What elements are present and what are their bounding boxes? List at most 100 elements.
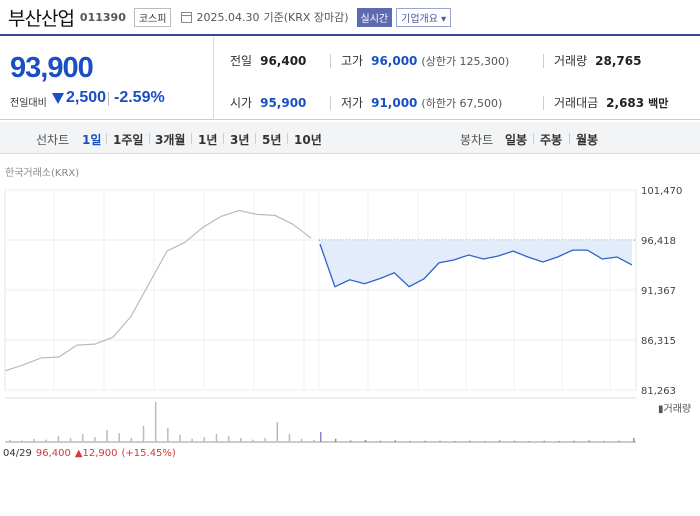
period-1w-tab[interactable]: 1주일	[113, 133, 144, 147]
divider	[330, 54, 331, 68]
stat-value: 95,900	[260, 96, 307, 110]
stat-label: 거래량	[554, 54, 588, 68]
volume-bar	[69, 438, 72, 442]
volume-bar	[167, 428, 169, 442]
volume-bar	[252, 439, 254, 442]
chart-grid	[4, 189, 637, 391]
chart-toolbar: 선차트 1일 1주일 3개월 1년 3년 5년 10년 봉차트 일봉 주봉 월봉	[0, 122, 700, 154]
line-chart-label: 선차트	[36, 133, 70, 147]
stat-label: 고가	[341, 54, 364, 68]
divider	[533, 133, 534, 144]
upper-limit: (상한가 125,300)	[421, 55, 510, 68]
volume-bar	[454, 441, 456, 442]
volume-bar	[543, 440, 546, 442]
stock-code: 011390	[79, 10, 126, 24]
volume-bar	[81, 434, 84, 442]
stat-label: 시가	[230, 96, 253, 110]
y-tick-label: 86,315	[641, 336, 676, 347]
y-tick-label: 101,470	[641, 186, 682, 197]
volume-bar	[215, 434, 218, 442]
prev-change: ▲12,900	[74, 448, 118, 459]
volume-bar	[424, 440, 426, 442]
volume-bar	[349, 440, 352, 442]
divider	[543, 54, 544, 68]
prev-diff-label: 전일대비	[10, 98, 47, 109]
volume-bar	[573, 440, 575, 442]
volume-bars: ▮거래량	[5, 397, 691, 443]
divider	[569, 133, 570, 144]
chart-lines	[4, 209, 633, 372]
volume-bar	[118, 433, 120, 442]
volume-bar	[33, 438, 35, 442]
period-3m-tab[interactable]: 3개월	[155, 133, 186, 147]
realtime-button[interactable]: 실시간	[356, 7, 393, 27]
volume-bar	[379, 440, 382, 442]
price-change: 2,500	[66, 89, 107, 106]
company-info-dropdown[interactable]: 기업개요 ▾	[396, 7, 452, 27]
stat-label: 거래대금	[554, 96, 599, 110]
period-3y-tab[interactable]: 3년	[230, 133, 250, 147]
volume-bar	[528, 441, 531, 442]
stock-header: 부산산업 011390 코스피 2025.04.30 기준(KRX 장마감) 실…	[0, 0, 700, 34]
y-tick-label: 81,263	[641, 386, 676, 397]
stat-value: 91,000	[371, 96, 418, 110]
volume-bar	[203, 437, 206, 442]
stat-value: 2,683	[606, 96, 645, 110]
divider	[255, 133, 256, 144]
quote-date: 2025.04.30	[196, 10, 260, 24]
volume-bar	[154, 402, 157, 442]
volume-bar	[191, 438, 193, 442]
chart-source: 한국거래소(KRX)	[5, 168, 80, 179]
stat-high: 고가 96,000 (상한가 125,300)	[341, 52, 509, 69]
volume-bar	[142, 426, 145, 442]
volume-bar	[57, 436, 60, 442]
stat-amount: 거래대금 2,683 백만	[554, 94, 668, 111]
divider	[149, 133, 150, 144]
volume-bar	[558, 441, 560, 442]
volume-bar	[364, 440, 367, 442]
prev-price: 96,400	[35, 448, 71, 459]
price-change-pct: -2.59%	[114, 89, 165, 106]
volume-bar	[320, 432, 322, 442]
volume-bar	[240, 438, 242, 442]
volume-bar	[513, 440, 516, 442]
volume-label: ▮거래량	[658, 403, 691, 415]
prev-day-summary: 04/29 96,400 ▲12,900 (+15.45%)	[3, 448, 176, 459]
volume-bar	[394, 440, 397, 442]
stat-label: 저가	[341, 96, 364, 110]
divider	[223, 133, 224, 144]
chart-area	[320, 240, 632, 287]
divider	[191, 133, 192, 144]
volume-bar	[45, 439, 47, 442]
candle-weekly-tab[interactable]: 주봉	[540, 133, 563, 147]
stat-open: 시가 95,900	[230, 94, 306, 111]
prev-change-pct: (+15.45%)	[121, 448, 176, 459]
today-area	[320, 240, 632, 287]
volume-bar	[633, 438, 635, 442]
volume-bar	[9, 440, 11, 442]
down-arrow-icon	[52, 93, 64, 104]
volume-bar	[469, 440, 471, 442]
period-10y-tab[interactable]: 10년	[294, 133, 322, 147]
volume-bar	[106, 430, 108, 442]
y-tick-label: 96,418	[641, 236, 676, 247]
volume-bar	[409, 441, 411, 442]
period-5y-tab[interactable]: 5년	[262, 133, 282, 147]
market-badge: 코스피	[133, 7, 172, 27]
volume-bar	[264, 438, 266, 442]
divider	[287, 133, 288, 144]
volume-bar	[130, 438, 133, 442]
volume-bar	[603, 441, 605, 442]
volume-bar	[313, 440, 315, 442]
period-1y-tab[interactable]: 1년	[198, 133, 218, 147]
y-tick-label: 91,367	[641, 286, 676, 297]
volume-bar	[483, 441, 486, 442]
candle-daily-tab[interactable]: 일봉	[505, 133, 528, 147]
volume-bar	[94, 437, 96, 442]
candle-monthly-tab[interactable]: 월봉	[576, 133, 599, 147]
period-1d-tab[interactable]: 1일	[82, 133, 102, 147]
prev-date: 04/29	[3, 448, 32, 459]
candle-chart-label: 봉차트	[460, 133, 494, 147]
volume-bar	[498, 440, 501, 442]
